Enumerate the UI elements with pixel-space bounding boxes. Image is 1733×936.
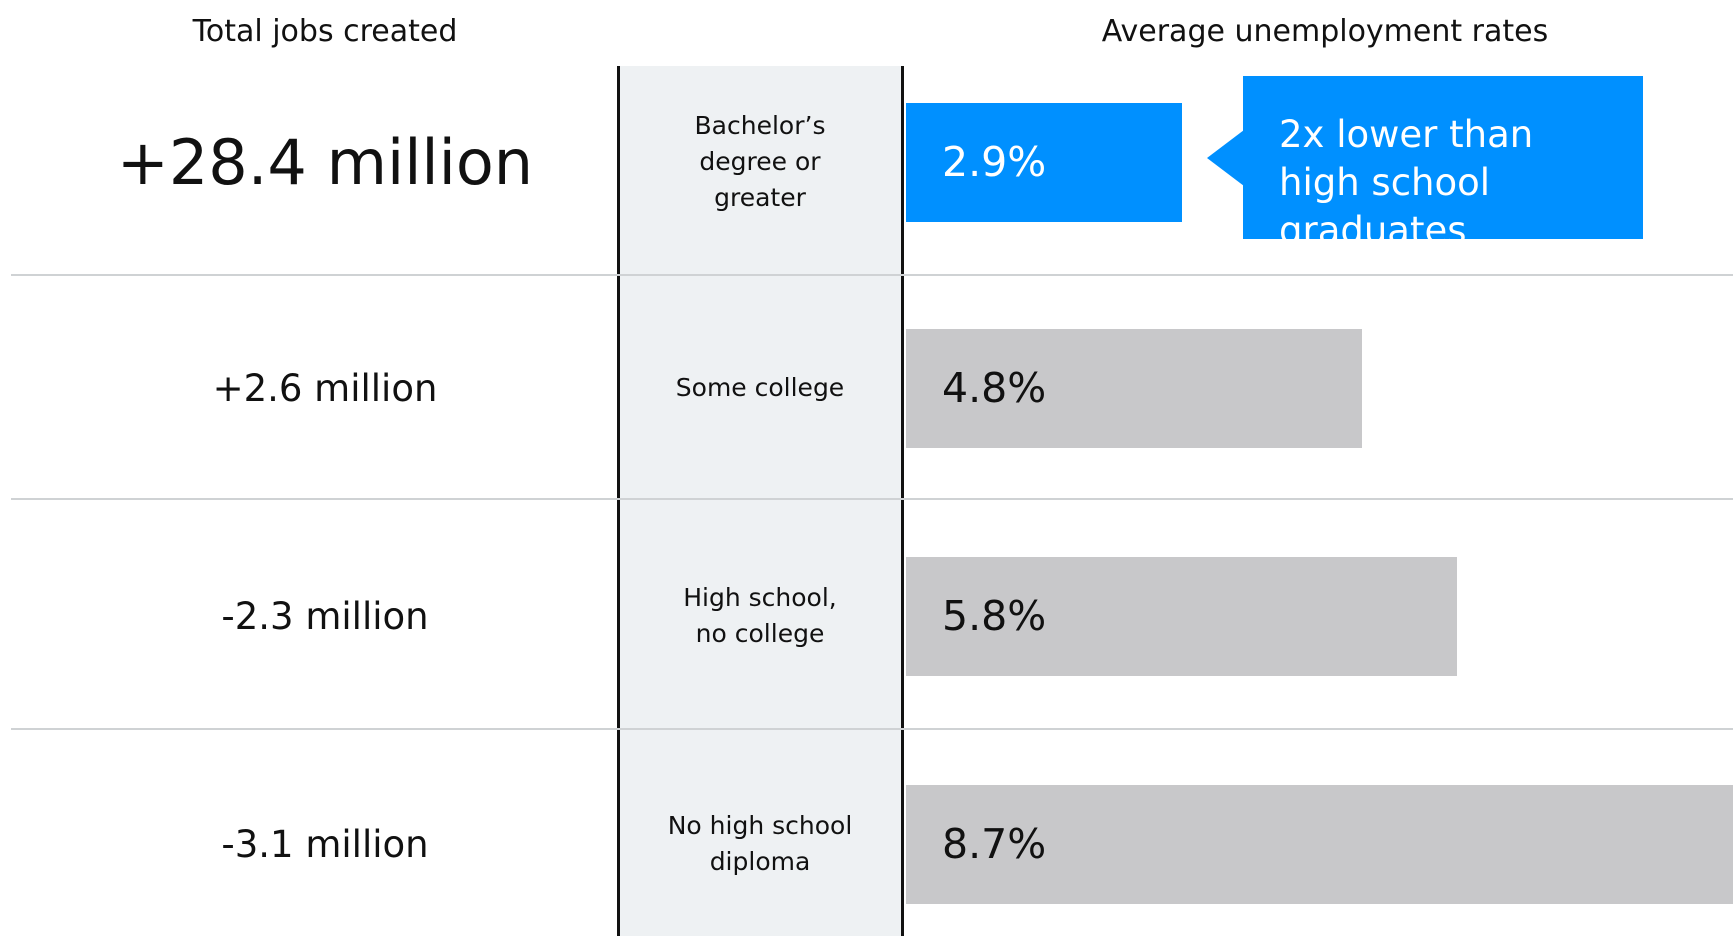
bar-value-label: 8.7% — [942, 820, 1047, 868]
callout-arrow — [1207, 130, 1244, 186]
jobs-value: +28.4 million — [116, 125, 534, 199]
bar — [906, 785, 1733, 904]
row-separator — [11, 498, 1733, 500]
jobs-value: -3.1 million — [221, 822, 429, 866]
jobs-heading: Total jobs created — [192, 13, 458, 49]
bar-value-label: 2.9% — [942, 138, 1047, 186]
chart-title: Average unemployment rates — [1101, 13, 1549, 49]
category-label: High school, no college — [683, 582, 837, 648]
bar — [906, 329, 1363, 448]
row-separator — [11, 274, 1733, 276]
callout: 2x lower than high school graduates — [1243, 76, 1643, 252]
bar-value-label: 4.8% — [942, 364, 1047, 412]
category-column — [617, 66, 904, 936]
bar — [906, 557, 1458, 676]
category-label: Bachelor’s degree or greater — [694, 110, 826, 213]
category-label: No high school diploma — [667, 810, 853, 876]
jobs-value: +2.6 million — [212, 366, 438, 410]
row-separator — [11, 728, 1733, 730]
category-label: Some college — [675, 372, 845, 402]
bar — [906, 103, 1182, 222]
bar-value-label: 5.8% — [942, 592, 1047, 640]
jobs-value: -2.3 million — [221, 594, 429, 638]
